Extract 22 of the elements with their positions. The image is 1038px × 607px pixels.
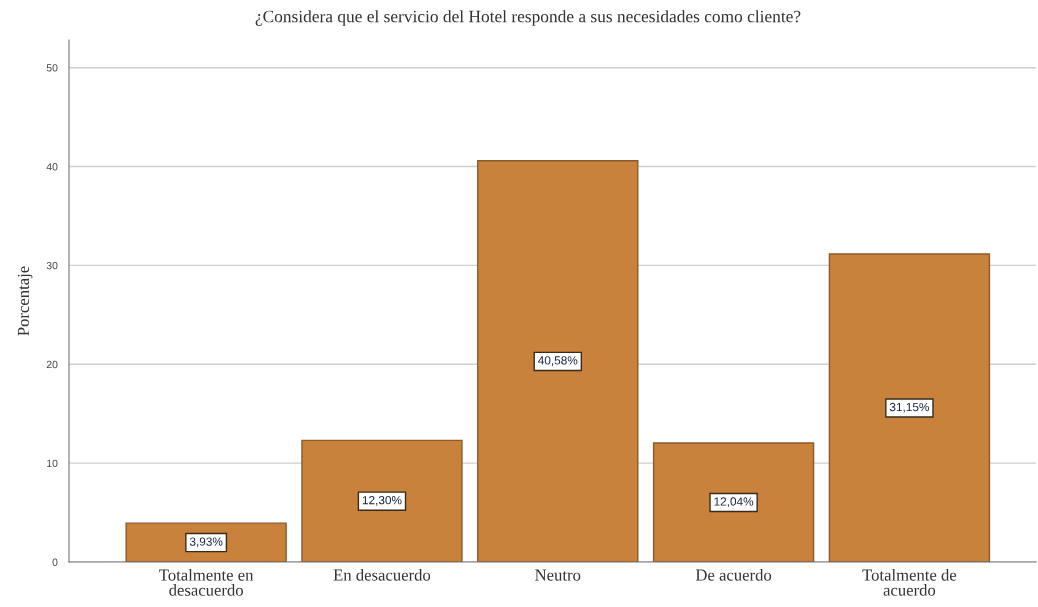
bar [828,253,991,562]
y-tick-label: 10 [47,459,58,468]
x-tick-label: De acuerdo [695,568,772,581]
x-tick-label: Totalmente en desacuerdo [159,568,254,596]
bar [652,442,815,562]
data-label: 12,30% [362,496,402,506]
y-tick-label: 40 [46,163,58,171]
data-label: 31,15% [889,402,930,413]
y-tick-label: 20 [46,360,58,369]
data-label: 12,04% [714,497,754,508]
y-axis-title: Porcentaje [17,266,33,336]
y-tick-label: 30 [46,261,58,270]
y-tick-label: 0 [52,558,58,566]
x-tick-label: En desacuerdo [333,568,431,581]
data-label: 3,93% [189,537,223,548]
y-tick-label: 50 [46,64,58,72]
data-label: 40,58% [538,356,578,366]
bar [301,439,463,562]
chart-title: ¿Considera que el servicio del Hotel responde a sus necesidades como cliente? [255,10,801,26]
x-tick-label: Neutro [535,569,581,581]
bar [477,160,639,562]
x-tick-label: Totalmente de acuerdo [862,568,957,596]
